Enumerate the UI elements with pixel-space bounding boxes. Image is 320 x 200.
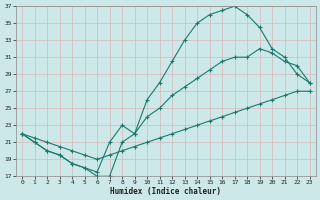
X-axis label: Humidex (Indice chaleur): Humidex (Indice chaleur)	[110, 187, 221, 196]
